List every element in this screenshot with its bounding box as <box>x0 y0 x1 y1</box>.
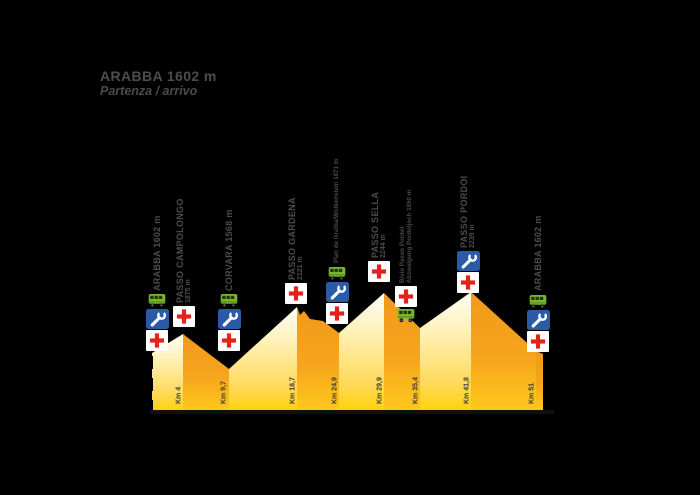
km-marker-label: Km 4 <box>176 387 183 404</box>
profile-segment-descent-bivio-pordoi <box>384 293 420 410</box>
wrench-icon <box>217 309 241 329</box>
baseline-bar <box>150 410 554 414</box>
waypoint-name: PASSO SELLA <box>370 191 380 258</box>
profile-segment-descent-arabba <box>471 292 536 410</box>
first-aid-icon <box>527 331 549 352</box>
km-marker-label: Km 41,8 <box>464 377 471 404</box>
first-aid-icon <box>173 306 195 327</box>
chart-title: ARABBA 1602 m Partenza / arrivo <box>100 68 217 99</box>
icon-stack-corvara <box>217 293 241 351</box>
first-aid-icon <box>395 286 417 307</box>
icon-stack-sella <box>367 261 391 282</box>
waypoint-name: PASSO PORDOI <box>459 175 469 248</box>
waypoint-name: CORVARA 1568 m <box>224 209 234 291</box>
wrench-icon <box>325 282 349 302</box>
profile-segment-climb-sella <box>339 293 384 410</box>
km-marker-label: Km 35,4 <box>413 377 420 404</box>
wrench-icon <box>456 251 480 271</box>
icon-stack-plan-de-gralba <box>325 266 349 324</box>
waypoint-elevation: 2121 m <box>297 256 304 280</box>
km-marker-label: Km 18,7 <box>290 377 297 404</box>
waypoint-elevation: 2244 m <box>380 234 387 258</box>
bus-icon <box>148 294 166 308</box>
profile-segment-climb-gardena <box>229 307 297 410</box>
profile-segment-climb-campolongo <box>152 334 183 410</box>
waypoint-name: PASSO GARDENA <box>287 197 297 280</box>
icon-stack-pordoi <box>456 251 480 293</box>
km-marker-label: Km 29,9 <box>377 377 384 404</box>
waypoint-name: ARABBA 1602 m <box>152 215 162 291</box>
km-marker-label: Km 51 <box>529 383 536 404</box>
km-marker-label: Km 24,9 <box>332 377 339 404</box>
icon-stack-arabba-start <box>145 293 169 351</box>
wrench-icon <box>526 310 550 330</box>
icon-stack-gardena <box>284 283 308 304</box>
bus-icon <box>328 267 346 281</box>
start-location-title: ARABBA 1602 m <box>100 68 217 84</box>
first-aid-icon <box>457 272 479 293</box>
waypoint-name-alt: Abzweigung Pordoijoch 1850 m <box>407 189 413 283</box>
wrench-icon <box>145 309 169 329</box>
bus-icon <box>220 294 238 308</box>
first-aid-icon <box>285 283 307 304</box>
waypoint-name: Plan de Gralba/Wolkenstein 1871 m <box>334 158 340 263</box>
start-finish-subtitle: Partenza / arrivo <box>100 84 198 98</box>
waypoint-name: Bivio Passo Pordoi <box>400 226 406 283</box>
first-aid-icon <box>326 303 348 324</box>
waypoint-elevation: 1875 m <box>185 279 192 303</box>
bus-icon <box>397 309 415 323</box>
profile-segment-finish <box>536 351 543 410</box>
waypoint-name: ARABBA 1602 m <box>533 215 543 291</box>
icon-stack-campolongo <box>172 306 196 327</box>
waypoint-name: PASSO CAMPOLONGO <box>175 198 185 303</box>
bus-icon <box>529 295 547 309</box>
km-marker-label: Km 9,7 <box>221 381 228 404</box>
profile-segment-climb-pordoi <box>420 292 471 410</box>
waypoint-elevation: 2239 m <box>469 224 476 248</box>
first-aid-icon <box>146 330 168 351</box>
profile-segment-descent-corvara <box>183 334 229 410</box>
first-aid-icon <box>368 261 390 282</box>
icon-stack-arabba-finish <box>526 294 550 352</box>
icon-stack-bivio-pordoi <box>394 286 418 323</box>
profile-segment-descent-plandegralba <box>297 307 339 410</box>
first-aid-icon <box>218 330 240 351</box>
